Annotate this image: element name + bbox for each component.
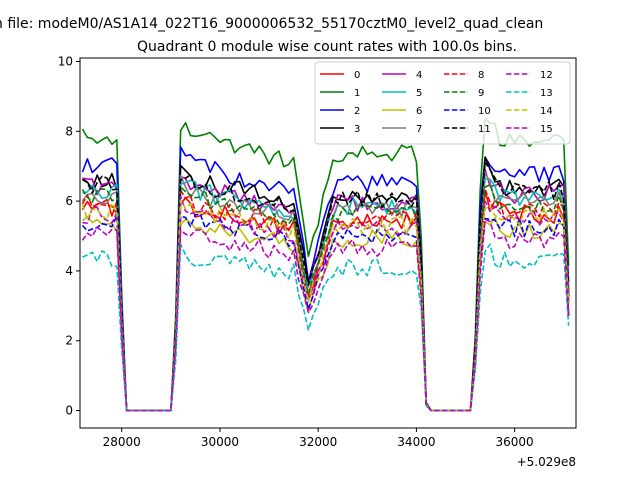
y-tick-label: 10 <box>58 54 73 68</box>
x-axis-offset-label: +5.029e8 <box>517 455 576 469</box>
series-line-7 <box>81 171 570 412</box>
y-tick-label: 4 <box>65 264 73 278</box>
legend-label-13: 13 <box>540 88 553 99</box>
legend-label-10: 10 <box>478 106 491 117</box>
x-tick-label: 28000 <box>103 435 141 449</box>
series-layer <box>81 117 570 412</box>
legend-label-2: 2 <box>354 106 360 117</box>
legend-label-11: 11 <box>478 124 491 135</box>
legend-label-9: 9 <box>478 88 484 99</box>
legend-label-14: 14 <box>540 106 553 117</box>
x-tick-label: 32000 <box>299 435 337 449</box>
legend-label-1: 1 <box>354 88 360 99</box>
chart-title: Quadrant 0 module wise count rates with … <box>137 39 517 55</box>
legend-label-5: 5 <box>416 88 422 99</box>
plot-frame <box>79 57 577 429</box>
series-line-13 <box>82 243 570 412</box>
x-tick-label: 34000 <box>397 435 435 449</box>
figure-suptitle: n file: modeM0/AS1A14_022T16_9000006532_… <box>0 16 543 32</box>
legend-label-0: 0 <box>354 70 360 81</box>
series-line-14 <box>81 199 570 412</box>
legend-label-15: 15 <box>540 124 553 135</box>
legend-label-7: 7 <box>416 124 422 135</box>
legend-box <box>314 61 571 145</box>
y-tick-label: 8 <box>65 124 73 138</box>
legend-label-4: 4 <box>416 70 422 81</box>
x-tick-label: 30000 <box>201 435 239 449</box>
y-tick-label: 2 <box>65 334 73 348</box>
y-tick-label: 6 <box>65 194 73 208</box>
series-line-10 <box>81 213 570 412</box>
legend-label-3: 3 <box>354 124 360 135</box>
x-tick-label: 36000 <box>496 435 534 449</box>
legend-label-12: 12 <box>540 70 553 81</box>
y-tick-label: 0 <box>65 404 73 418</box>
series-line-4 <box>82 169 570 412</box>
series-line-3 <box>81 156 570 412</box>
legend-label-8: 8 <box>478 70 484 81</box>
legend-label-6: 6 <box>416 106 422 117</box>
series-line-15 <box>81 218 570 412</box>
